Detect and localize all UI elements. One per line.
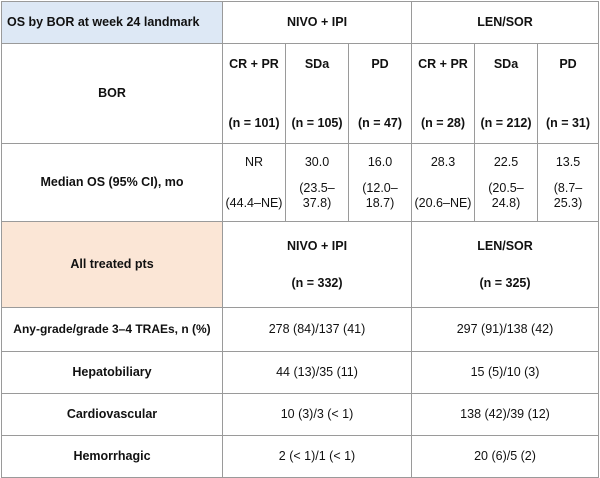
all-treated-arm2: LEN/SOR (n = 325) bbox=[411, 221, 599, 308]
trae-arm2-value: 15 (5)/10 (3) bbox=[411, 351, 599, 394]
median-os-cell: NR (44.4–NE) bbox=[222, 143, 286, 222]
trae-row-label: Cardiovascular bbox=[1, 393, 223, 436]
median-os-cell: 16.0 (12.0–18.7) bbox=[348, 143, 412, 222]
bor-label: BOR bbox=[1, 43, 223, 144]
arm-header-nivo-ipi: NIVO + IPI bbox=[222, 1, 412, 44]
trae-arm1-value: 278 (84)/137 (41) bbox=[222, 307, 412, 352]
trae-arm1-value: 2 (< 1)/1 (< 1) bbox=[222, 435, 412, 478]
median-os-cell: 28.3 (20.6–NE) bbox=[411, 143, 475, 222]
arm-header-len-sor: LEN/SOR bbox=[411, 1, 599, 44]
median-os-cell: 13.5 (8.7–25.3) bbox=[537, 143, 599, 222]
trae-arm2-value: 297 (91)/138 (42) bbox=[411, 307, 599, 352]
bor-group-cell: CR + PR (n = 101) bbox=[222, 43, 286, 144]
bor-group-cell: PD (n = 31) bbox=[537, 43, 599, 144]
bor-group-cell: SDa (n = 105) bbox=[285, 43, 349, 144]
trae-row-label: Any-grade/grade 3–4 TRAEs, n (%) bbox=[1, 307, 223, 352]
trae-arm2-value: 20 (6)/5 (2) bbox=[411, 435, 599, 478]
table-title: OS by BOR at week 24 landmark bbox=[1, 1, 223, 44]
bor-group-cell: CR + PR (n = 28) bbox=[411, 43, 475, 144]
all-treated-label: All treated pts bbox=[1, 221, 223, 308]
trae-row-label: Hepatobiliary bbox=[1, 351, 223, 394]
trae-row-label: Hemorrhagic bbox=[1, 435, 223, 478]
all-treated-arm1: NIVO + IPI (n = 332) bbox=[222, 221, 412, 308]
trae-arm2-value: 138 (42)/39 (12) bbox=[411, 393, 599, 436]
trae-arm1-value: 44 (13)/35 (11) bbox=[222, 351, 412, 394]
median-os-cell: 30.0 (23.5–37.8) bbox=[285, 143, 349, 222]
bor-group-cell: PD (n = 47) bbox=[348, 43, 412, 144]
trae-arm1-value: 10 (3)/3 (< 1) bbox=[222, 393, 412, 436]
median-os-label: Median OS (95% CI), mo bbox=[1, 143, 223, 222]
median-os-cell: 22.5 (20.5–24.8) bbox=[474, 143, 538, 222]
bor-group-cell: SDa (n = 212) bbox=[474, 43, 538, 144]
